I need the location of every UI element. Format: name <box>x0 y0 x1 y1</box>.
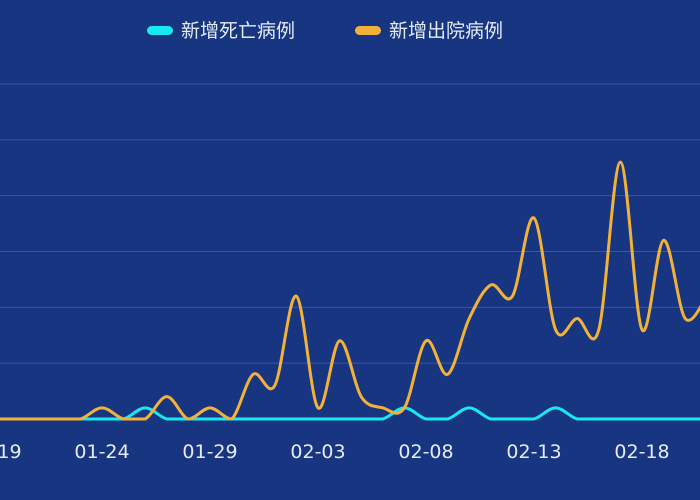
grid-lines <box>0 83 700 364</box>
legend-label-discharged: 新增出院病例 <box>389 20 503 42</box>
x-tick-label: 01-24 <box>74 441 129 463</box>
x-tick-label: 01-19 <box>0 441 22 463</box>
legend: 新增死亡病例 新增出院病例 <box>147 20 503 42</box>
series-layer <box>0 160 700 421</box>
x-tick-label: 01-29 <box>182 441 237 463</box>
series-line-new-discharged <box>0 160 700 421</box>
x-tick-label: 02-13 <box>506 441 561 463</box>
legend-swatch-icon <box>147 26 173 35</box>
legend-label-deaths: 新增死亡病例 <box>181 20 295 42</box>
series-line-new-deaths <box>0 406 700 421</box>
x-tick-label: 02-08 <box>398 441 453 463</box>
legend-item-deaths[interactable]: 新增死亡病例 <box>147 20 295 42</box>
x-axis-ticks: 01-19 01-24 01-29 02-03 02-08 02-13 02-18 <box>0 441 670 463</box>
x-tick-label: 02-03 <box>290 441 345 463</box>
legend-swatch-icon <box>355 26 381 35</box>
legend-item-discharged[interactable]: 新增出院病例 <box>355 20 503 42</box>
x-tick-label: 02-18 <box>614 441 669 463</box>
